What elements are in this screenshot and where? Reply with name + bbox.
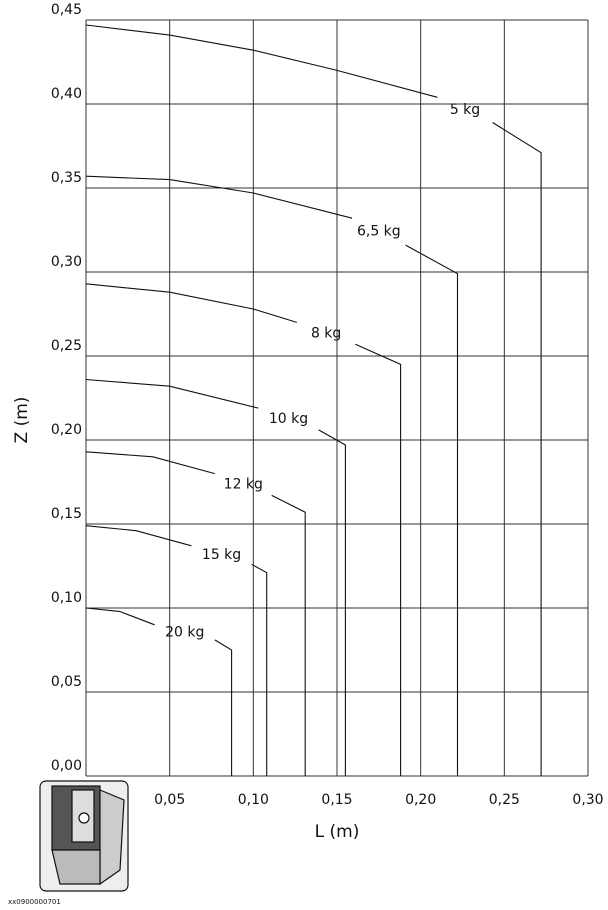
y-tick-label: 0,35: [51, 170, 82, 186]
y-tick-label: 0,00: [51, 758, 82, 774]
curve-label: 8 kg: [311, 325, 341, 341]
curve-label: 5 kg: [450, 102, 480, 118]
y-tick-label: 0,20: [51, 422, 82, 438]
load-curve: [86, 25, 541, 776]
load-curve: [86, 380, 345, 777]
robot-icon: [40, 781, 128, 891]
x-tick-label: 0,25: [489, 792, 520, 808]
load-curve: [86, 526, 267, 776]
curve-label: 10 kg: [269, 411, 308, 427]
y-tick-label: 0,15: [51, 506, 82, 522]
y-axis-label: Z (m): [12, 397, 32, 444]
y-tick-label: 0,40: [51, 86, 82, 102]
x-tick-label: 0,20: [405, 792, 436, 808]
x-tick-label: 0,15: [321, 792, 352, 808]
x-tick-label: 0,10: [238, 792, 269, 808]
x-axis-label: L (m): [315, 822, 360, 842]
y-tick-label: 0,25: [51, 338, 82, 354]
x-tick-label: 0,30: [572, 792, 603, 808]
y-tick-label: 0,05: [51, 674, 82, 690]
curve-label: 15 kg: [202, 547, 241, 563]
caption: xx0900000701: [8, 898, 61, 906]
load-curve: [86, 176, 458, 776]
x-tick-label: 0,05: [154, 792, 185, 808]
curve-label: 20 kg: [165, 624, 204, 640]
curve-label: 6,5 kg: [357, 224, 401, 240]
curve-label: 12 kg: [224, 477, 263, 493]
y-tick-label: 0,10: [51, 590, 82, 606]
chart: L (m) Z (m) xx0900000701 0,00 0,05 0,10 0,1…: [0, 0, 608, 910]
load-curve: [86, 452, 305, 776]
y-tick-label: 0,45: [51, 2, 82, 18]
y-tick-label: 0,30: [51, 254, 82, 270]
